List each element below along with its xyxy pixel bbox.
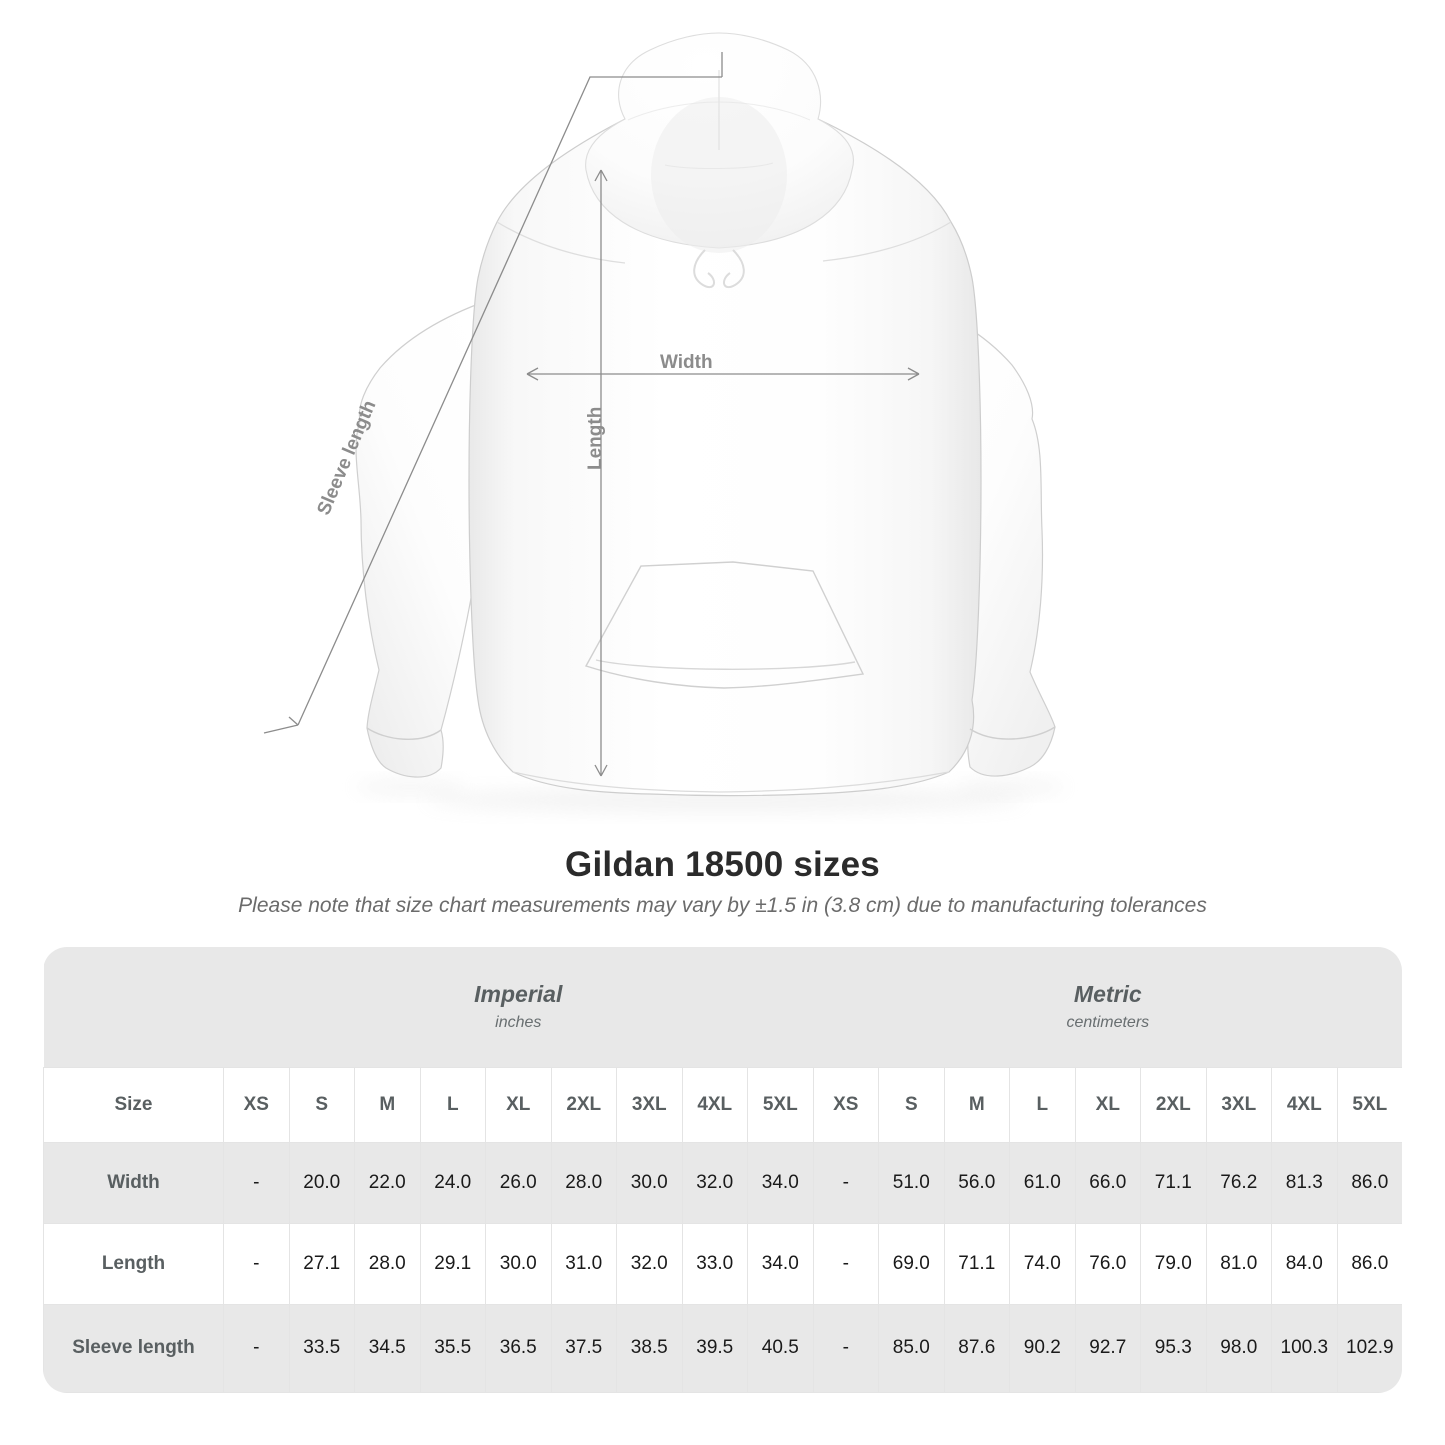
svg-text:Width: Width bbox=[660, 352, 713, 373]
svg-text:Length: Length bbox=[585, 407, 606, 470]
